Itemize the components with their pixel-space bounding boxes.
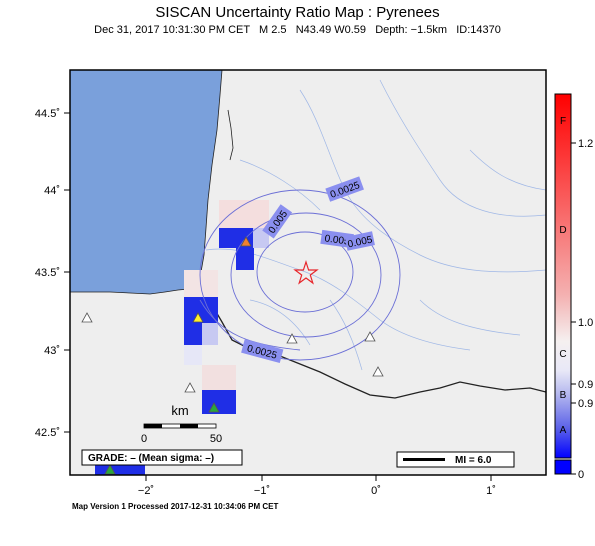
station-green-icon (104, 464, 116, 475)
contour-label: 0.005 (347, 234, 374, 250)
lon-tick: −1˚ (254, 485, 270, 497)
contour-label: 0.005 (324, 233, 351, 247)
grade-label: A (560, 425, 567, 436)
lat-tick: 42.5˚ (35, 427, 60, 439)
grade-label: F (560, 116, 566, 127)
epicenter-star-icon (293, 260, 319, 285)
lon-tick: 1˚ (486, 485, 496, 497)
station-green-icon (208, 402, 220, 413)
colorbar-value: 0.9 (578, 398, 593, 410)
colorbar-value: 0 (578, 469, 584, 481)
contour-label-group: 0.0025 0.005 0.005 0.005 0.0025 (241, 176, 375, 363)
station-orange-icon (240, 236, 252, 247)
scale-bar: km 0 50 (141, 403, 222, 445)
svg-text:50: 50 (210, 433, 222, 445)
svg-text:MI = 6.0: MI = 6.0 (455, 455, 492, 466)
station-yellow-icon (192, 312, 204, 323)
lat-tick: 43˚ (44, 345, 60, 357)
station-triangle-icon (184, 382, 196, 393)
colorbar-value: 0.9 (578, 379, 593, 391)
grade-label: B (560, 390, 567, 401)
event-info: Dec 31, 2017 10:31:30 PM CET M 2.5 N43.4… (94, 24, 501, 36)
lat-tick: 43.5˚ (35, 267, 60, 279)
colorbar-value: 1.2 (578, 138, 593, 150)
station-triangle-icon (286, 333, 298, 344)
longitude-labels: −2˚ −1˚ 0˚ 1˚ (138, 485, 496, 497)
svg-text:km: km (171, 403, 188, 418)
grade-box: GRADE: – (Mean sigma: –) (81, 449, 243, 466)
colorbar-value: 1.0 (578, 317, 593, 329)
station-triangle-icon (364, 331, 376, 342)
country-border (199, 289, 546, 399)
map-area: 0.0025 0.005 0.005 0.005 0.0025 (70, 70, 546, 475)
lat-tick: 44.5˚ (35, 108, 60, 120)
mi-legend: MI = 6.0 (396, 451, 515, 468)
lon-tick: −2˚ (138, 485, 154, 497)
tick-marks (64, 112, 492, 481)
station-triangle-icon (372, 366, 384, 377)
bay-of-biscay (70, 70, 223, 295)
contour-lines (199, 189, 401, 361)
colorbar: F D C B A 1.2 1.0 0.9 0.9 0 (554, 93, 593, 481)
station-triangle-icon (81, 312, 93, 323)
svg-text:GRADE: – (Mean sigma: –): GRADE: – (Mean sigma: –) (88, 453, 214, 464)
grade-label: C (559, 349, 566, 360)
lon-tick: 0˚ (371, 485, 381, 497)
map-title: SISCAN Uncertainty Ratio Map : Pyrenees (155, 4, 440, 21)
latitude-labels: 44.5˚ 44˚ 43.5˚ 43˚ 42.5˚ (35, 108, 60, 439)
stations (81, 236, 384, 475)
grade-label: D (559, 225, 566, 236)
coast-estuary (227, 109, 234, 161)
svg-text:0: 0 (141, 433, 147, 445)
map-version-footer: Map Version 1 Processed 2017-12-31 10:34… (72, 502, 279, 511)
rivers (205, 79, 546, 371)
lat-tick: 44˚ (44, 185, 60, 197)
